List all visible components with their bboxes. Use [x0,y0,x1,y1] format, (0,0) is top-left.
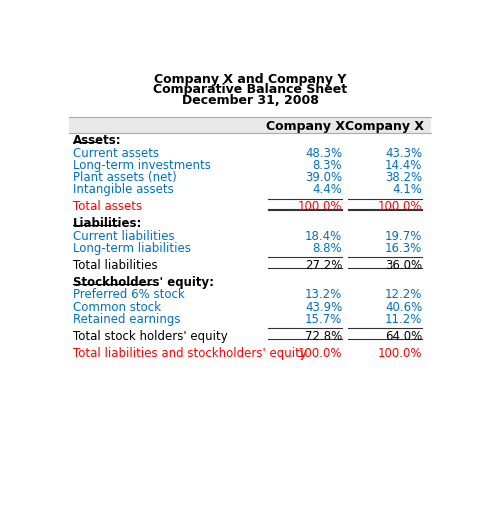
Text: Company X: Company X [265,120,345,134]
Text: Total stock holders' equity: Total stock holders' equity [73,330,227,343]
Text: Total assets: Total assets [73,201,142,213]
Text: Liabilities:: Liabilities: [73,218,142,230]
Text: 100.0%: 100.0% [298,347,342,360]
Text: 8.3%: 8.3% [313,159,342,172]
Text: 43.9%: 43.9% [305,300,342,314]
Text: December 31, 2008: December 31, 2008 [182,94,319,107]
Text: 8.8%: 8.8% [313,242,342,255]
Text: Preferred 6% stock: Preferred 6% stock [73,288,184,301]
Text: 100.0%: 100.0% [378,347,422,360]
Text: 100.0%: 100.0% [298,201,342,213]
Text: 13.2%: 13.2% [305,288,342,301]
Text: Total liabilities: Total liabilities [73,259,157,272]
Text: Assets:: Assets: [73,134,121,147]
Text: 64.0%: 64.0% [385,330,422,343]
Text: Current liabilities: Current liabilities [73,230,174,243]
Text: 27.2%: 27.2% [305,259,342,272]
Text: 38.2%: 38.2% [385,171,422,184]
Text: 18.4%: 18.4% [305,230,342,243]
Text: Total liabilities and stockholders' equity: Total liabilities and stockholders' equi… [73,347,306,360]
Text: 11.2%: 11.2% [385,313,422,326]
Text: 72.8%: 72.8% [305,330,342,343]
Text: 16.3%: 16.3% [385,242,422,255]
Text: 12.2%: 12.2% [385,288,422,301]
Text: 39.0%: 39.0% [305,171,342,184]
Text: Company X and Company Y: Company X and Company Y [154,73,346,86]
Text: Comparative Balance Sheet: Comparative Balance Sheet [153,83,347,97]
Text: 14.4%: 14.4% [385,159,422,172]
Text: 36.0%: 36.0% [385,259,422,272]
Text: 40.6%: 40.6% [385,300,422,314]
Text: Plant assets (net): Plant assets (net) [73,171,176,184]
Bar [69,117,431,133]
Text: 48.3%: 48.3% [305,146,342,159]
Text: 4.1%: 4.1% [392,184,422,196]
Text: Retained earnings: Retained earnings [73,313,180,326]
Text: Long-term investments: Long-term investments [73,159,210,172]
Text: Stockholders' equity:: Stockholders' equity: [73,276,214,289]
Text: 43.3%: 43.3% [385,146,422,159]
Text: 100.0%: 100.0% [378,201,422,213]
Text: Company X: Company X [346,120,425,134]
Text: 4.4%: 4.4% [312,184,342,196]
Text: 19.7%: 19.7% [385,230,422,243]
Text: Long-term liabilities: Long-term liabilities [73,242,190,255]
Text: 15.7%: 15.7% [305,313,342,326]
Text: Intangible assets: Intangible assets [73,184,173,196]
Text: Common stock: Common stock [73,300,161,314]
Text: Current assets: Current assets [73,146,159,159]
